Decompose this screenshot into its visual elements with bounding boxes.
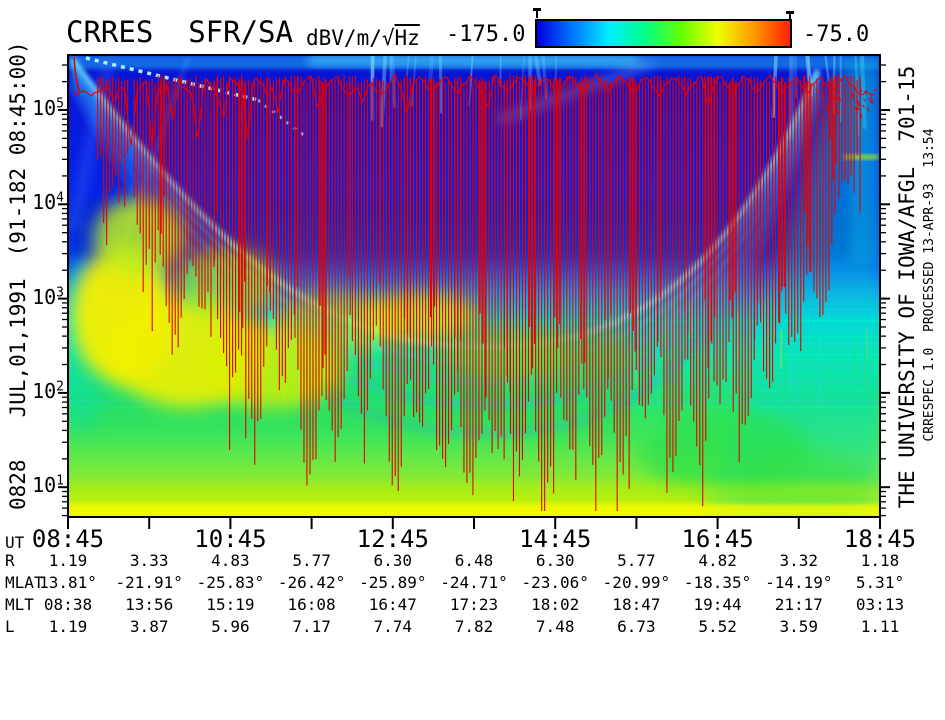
ephemeris-value: 4.83 [211, 551, 250, 570]
y-tick-exponent: 2 [56, 379, 64, 395]
ephemeris-row-label: MLAT [5, 573, 44, 592]
unit-radicand: Hz [394, 26, 420, 50]
x-tick-label: 10:45 [194, 525, 267, 553]
start-time-label: (91-182 08:45:00) [6, 41, 30, 257]
plot-axes [58, 54, 890, 529]
ephemeris-row-label: L [5, 617, 15, 636]
ephemeris-value: -26.42° [277, 573, 346, 592]
ephemeris-value: 3.87 [129, 617, 169, 636]
ephemeris-value: 13.81° [39, 573, 97, 592]
colorbar-unit-label: dBV/m/√Hz [306, 26, 420, 50]
ephemeris-value: 13:56 [125, 595, 174, 614]
y-tick-label: 104 [26, 190, 64, 214]
ephemeris-row-label: MLT [5, 595, 34, 614]
ephemeris-value: -18.35° [683, 573, 752, 592]
ephemeris-value: 18:02 [531, 595, 580, 614]
y-tick-base: 10 [32, 473, 57, 498]
y-tick-exponent: 4 [56, 190, 64, 206]
y-tick-base: 10 [32, 96, 57, 120]
x-tick-label: 12:45 [356, 525, 429, 553]
plot-title: CRRES SFR/SA [66, 15, 293, 49]
x-tick-label: 14:45 [519, 525, 592, 553]
left-margin-label: 0828JUL,01,1991(91-182 08:45:00) [6, 41, 30, 510]
ephemeris-value: -20.99° [602, 573, 671, 592]
y-tick-label: 105 [26, 96, 64, 120]
ephemeris-value: -25.89° [359, 573, 427, 592]
x-tick-label: 08:45 [31, 525, 105, 553]
colorbar [535, 19, 792, 48]
ephemeris-value: -25.83° [196, 573, 265, 592]
y-tick-base: 10 [32, 284, 57, 309]
colorbar-max-label: -75.0 [803, 22, 870, 47]
y-tick-label: 101 [26, 473, 64, 497]
red-emission-trace [73, 56, 877, 511]
ephemeris-value: 03:13 [855, 595, 905, 614]
ephemeris-value: 1.18 [860, 551, 900, 570]
ephemeris-value: 21:17 [774, 595, 823, 614]
ephemeris-value: 16:08 [287, 595, 336, 614]
ephemeris-value: 5.77 [292, 551, 331, 570]
ephemeris-value: 3.59 [779, 617, 819, 636]
unit-prefix: dBV/m/√ [306, 26, 395, 50]
ephemeris-value: 18:47 [612, 595, 661, 614]
ephemeris-value: 7.74 [373, 617, 413, 636]
y-tick-exponent: 5 [56, 96, 64, 112]
ephemeris-value: 1.19 [48, 617, 88, 636]
ephemeris-value: 7.17 [292, 617, 331, 636]
y-tick-label: 103 [26, 285, 64, 309]
ephemeris-value: -21.91° [115, 573, 183, 592]
ephemeris-value: 5.77 [617, 551, 656, 570]
ephemeris-value: 15:19 [206, 595, 255, 614]
ephemeris-value: 7.48 [535, 617, 575, 636]
ephemeris-value: 16:47 [368, 595, 417, 614]
ephemeris-value: -24.71° [440, 573, 508, 592]
ephemeris-value: 5.31° [855, 573, 905, 592]
y-tick-base: 10 [32, 190, 57, 215]
ephemeris-value: 17:23 [449, 595, 499, 614]
x-axis-unit-label: UT [5, 533, 25, 552]
ephemeris-row-label: R [5, 551, 15, 570]
ephemeris-value: 5.52 [698, 617, 737, 636]
colorbar-max-marker-icon [786, 11, 794, 21]
spectrogram-canvas [69, 56, 879, 516]
y-tick-label: 102 [26, 379, 64, 403]
ephemeris-value: 1.19 [48, 551, 88, 570]
x-tick-label: 16:45 [681, 525, 754, 553]
ephemeris-value: 3.32 [779, 551, 819, 570]
ephemeris-value: 5.96 [211, 617, 250, 636]
ephemeris-value: 1.11 [860, 617, 900, 636]
ephemeris-value: -14.19° [765, 573, 833, 592]
x-tick-label: 18:45 [843, 525, 917, 553]
ephemeris-value: -23.06° [521, 573, 589, 592]
ephemeris-value: 6.48 [454, 551, 494, 570]
processing-label: CRRESPEC 1.0 PROCESSED 13-APR-93 13:54 [922, 128, 937, 442]
y-tick-exponent: 1 [56, 473, 64, 489]
y-tick-exponent: 3 [56, 284, 64, 300]
colorbar-min-marker-icon [533, 8, 541, 18]
ephemeris-value: 08:38 [43, 595, 93, 614]
ephemeris-value: 6.73 [617, 617, 656, 636]
ephemeris-value: 19:44 [693, 595, 742, 614]
ephemeris-value: 3.33 [129, 551, 169, 570]
colorbar-min-label: -175.0 [446, 22, 526, 47]
institution-label: THE UNIVERSITY OF IOWA/AFGL 701-15 [895, 65, 919, 509]
ephemeris-value: 6.30 [373, 551, 413, 570]
ephemeris-value: 4.82 [698, 551, 737, 570]
y-tick-base: 10 [32, 378, 57, 403]
ephemeris-value: 6.30 [535, 551, 575, 570]
ephemeris-value: 7.82 [454, 617, 494, 636]
